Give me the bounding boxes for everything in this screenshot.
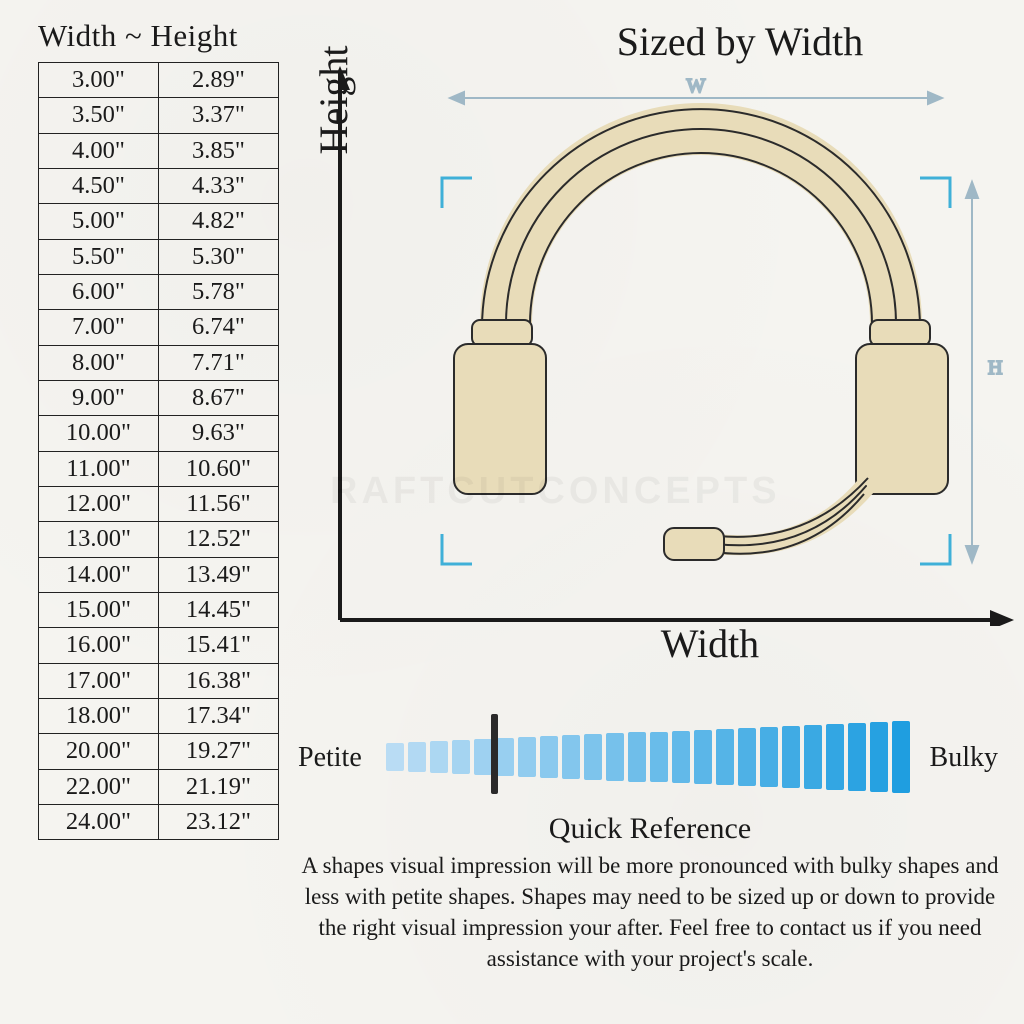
scale-segment <box>892 721 910 793</box>
scale-segment <box>628 732 646 781</box>
scale-segment <box>804 725 822 789</box>
quick-ref-title: Quick Reference <box>300 812 1000 846</box>
quick-ref-body: A shapes visual impression will be more … <box>300 850 1000 974</box>
scale-segment <box>452 740 470 774</box>
scale-label-petite: Petite <box>298 742 362 774</box>
svg-text:H: H <box>988 357 1002 379</box>
scale-segment <box>474 739 492 775</box>
scale-segment <box>782 726 800 788</box>
scale-segment <box>716 729 734 786</box>
scale-segment <box>826 724 844 790</box>
scale-segment <box>650 732 668 783</box>
scale-segment <box>848 723 866 791</box>
scale-segment <box>760 727 778 788</box>
scale-segment <box>430 741 448 773</box>
scale-label-bulky: Bulky <box>930 742 998 774</box>
scale-segment <box>606 733 624 780</box>
scale-segment <box>870 722 888 792</box>
scale-segment <box>518 737 536 776</box>
scale-segment <box>496 738 514 776</box>
scale-segment <box>540 736 558 777</box>
scale-segment <box>738 728 756 787</box>
scale-segment <box>386 743 404 771</box>
scale-segment <box>584 734 602 779</box>
bulk-scale: Petite Bulky <box>298 712 998 802</box>
watermark-text: RAFTCUTCONCEPTS <box>330 470 781 513</box>
scale-segment <box>672 731 690 784</box>
scale-marker <box>491 714 498 794</box>
scale-segment <box>694 730 712 785</box>
scale-bars <box>386 720 910 794</box>
scale-segment <box>408 742 426 772</box>
scale-segment <box>562 735 580 778</box>
